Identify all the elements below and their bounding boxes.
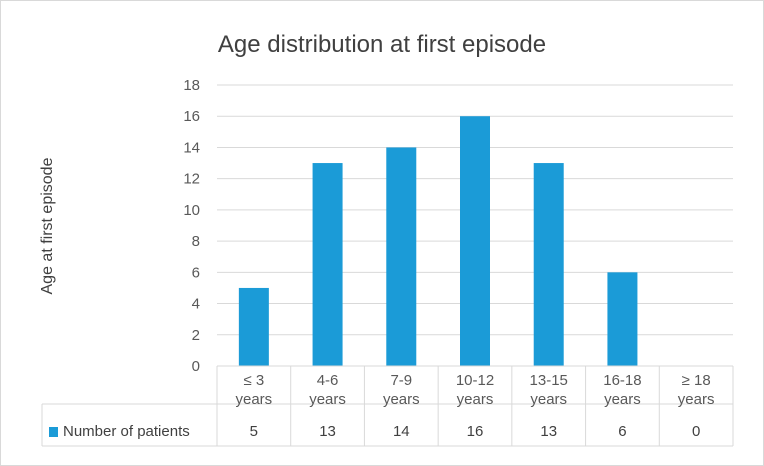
data-table-value: 13 xyxy=(319,423,336,440)
y-axis-label: Age at first episode xyxy=(39,157,56,294)
y-tick-label: 10 xyxy=(183,202,200,219)
bar xyxy=(238,287,269,366)
y-tick-label: 0 xyxy=(192,358,200,375)
data-table: ≤ 3 years 4-6 years 7-9 years 10-12 years 13-15 y… xyxy=(41,365,734,447)
category-label: 7-9 years xyxy=(383,372,420,408)
y-tick-label: 2 xyxy=(192,327,200,344)
y-tick-label: 16 xyxy=(183,108,200,125)
category-label: 4-6 years xyxy=(309,372,346,408)
data-table-value: 16 xyxy=(467,423,484,440)
bar xyxy=(460,116,490,366)
legend-swatch xyxy=(49,427,58,437)
bar xyxy=(312,163,343,366)
chart-title: Age distribution at first episode xyxy=(218,31,546,58)
data-table-value: 0 xyxy=(692,423,700,440)
legend-label: Number of patients xyxy=(63,423,190,440)
category-label: 16-18 years xyxy=(603,372,641,408)
category-label: ≥ 18 years xyxy=(678,372,715,408)
data-table-value: 5 xyxy=(250,423,258,440)
y-tick-label: 8 xyxy=(192,233,200,250)
bar xyxy=(533,163,564,366)
data-table-value: 6 xyxy=(618,423,626,440)
category-label: 13-15 years xyxy=(530,372,568,408)
bar xyxy=(607,272,638,366)
y-tick-label: 6 xyxy=(192,264,200,281)
data-table-value: 13 xyxy=(540,423,557,440)
y-tick-labels: 0 2 4 6 8 10 12 14 16 18 xyxy=(183,77,200,375)
y-tick-label: 18 xyxy=(183,77,200,94)
bar xyxy=(386,147,417,366)
data-table-value: 14 xyxy=(393,423,410,440)
bars xyxy=(238,116,638,366)
category-label: ≤ 3 years xyxy=(236,372,273,408)
category-label: 10-12 years xyxy=(456,372,494,408)
y-tick-label: 12 xyxy=(183,171,200,188)
y-tick-label: 4 xyxy=(192,296,200,313)
y-tick-label: 14 xyxy=(183,139,200,156)
